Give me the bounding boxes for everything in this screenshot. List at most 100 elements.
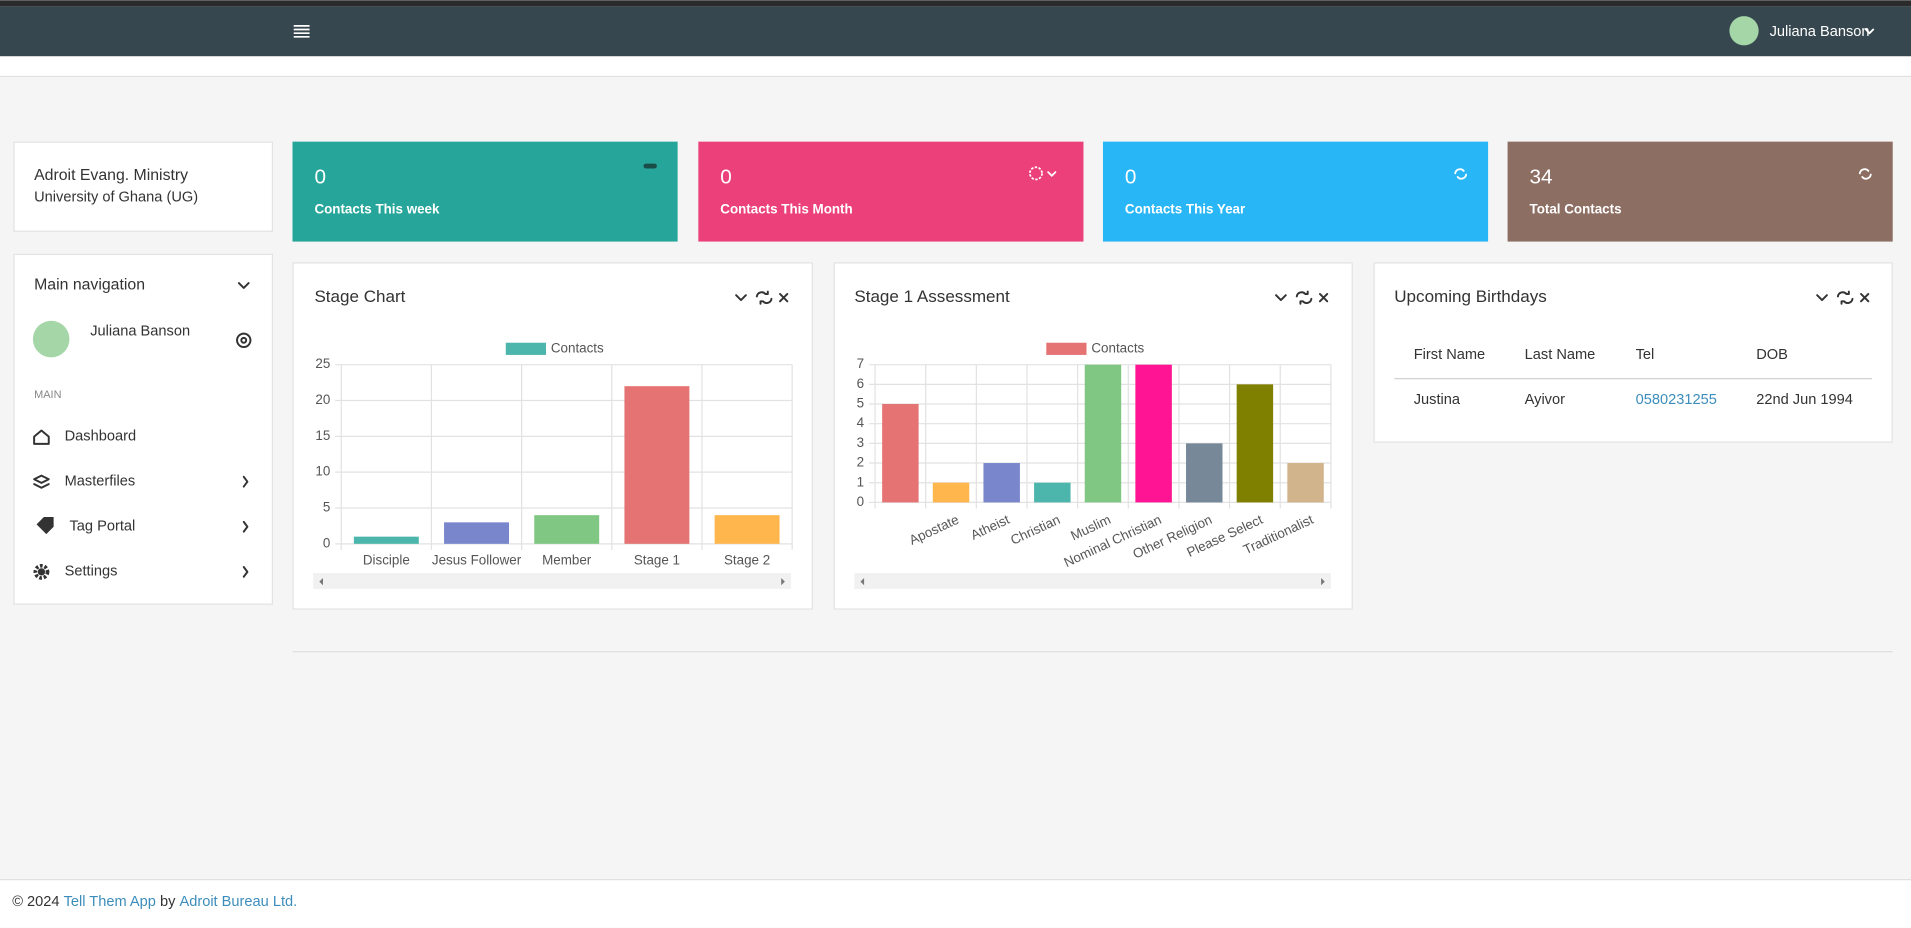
refresh-button[interactable] <box>1454 168 1468 180</box>
y-tick-label: 20 <box>315 392 330 407</box>
nav-item[interactable]: Settings <box>65 564 118 580</box>
stat-card <box>292 141 678 242</box>
settings-caret[interactable] <box>1047 171 1057 178</box>
y-tick-label: 6 <box>857 376 864 391</box>
nav-chevron[interactable] <box>242 520 249 533</box>
stat-label: Contacts This Year <box>1125 201 1246 216</box>
table-cell: Ayivor <box>1525 392 1565 408</box>
bar <box>353 536 419 544</box>
nav-avatar <box>32 320 70 358</box>
close-button[interactable] <box>1318 293 1329 303</box>
x-tick-label: Stage 1 <box>634 552 680 567</box>
user-caret[interactable] <box>1864 28 1875 35</box>
close-button[interactable] <box>1860 293 1870 303</box>
scroll-right[interactable] <box>1321 577 1325 586</box>
legend-swatch <box>505 342 546 355</box>
refresh-button[interactable] <box>755 290 773 305</box>
nav-settings-icon[interactable] <box>236 332 252 348</box>
company-link[interactable]: Adroit Bureau Ltd. <box>179 894 297 910</box>
collapse-button[interactable] <box>1275 294 1287 302</box>
refresh-button[interactable] <box>1858 168 1872 180</box>
user-name[interactable]: Juliana Banson <box>1770 24 1870 40</box>
panel-title: Upcoming Birthdays <box>1394 287 1547 306</box>
scroll-left[interactable] <box>319 577 323 586</box>
sub-header <box>0 56 1911 78</box>
legend-label: Contacts <box>1091 340 1144 355</box>
y-tick-label: 1 <box>857 474 864 489</box>
bar <box>882 404 919 503</box>
close-button[interactable] <box>779 293 789 303</box>
y-tick-label: 10 <box>315 464 330 479</box>
y-tick-label: 0 <box>857 494 864 509</box>
nav-item[interactable]: Tag Portal <box>69 519 135 535</box>
y-tick-label: 4 <box>857 415 865 430</box>
bar <box>714 515 780 544</box>
scrollbar[interactable] <box>854 573 1331 589</box>
footer-text: © 2024 Tell Them App by Adroit Bureau Lt… <box>12 894 297 910</box>
masterfiles-icon <box>33 474 50 489</box>
bar <box>624 386 690 544</box>
nav-chevron[interactable] <box>242 566 249 578</box>
org-name: Adroit Evang. Ministry <box>34 167 188 184</box>
bar <box>1236 384 1274 503</box>
table-cell: 22nd Jun 1994 <box>1756 392 1853 408</box>
x-tick-label: Member <box>542 552 592 567</box>
y-tick-label: 7 <box>857 356 864 371</box>
scrollbar[interactable] <box>313 573 791 589</box>
bar <box>1034 482 1071 503</box>
refresh-button[interactable] <box>1836 290 1854 305</box>
y-tick-label: 15 <box>315 428 330 443</box>
refresh-button[interactable] <box>1295 290 1313 305</box>
bar <box>444 522 509 544</box>
stat-value: 0 <box>1125 166 1137 189</box>
nav-user: Juliana Banson <box>90 324 190 340</box>
y-tick-label: 2 <box>857 455 864 470</box>
stat-card <box>1507 141 1893 242</box>
copyright: © 2024 <box>12 894 59 910</box>
nav-collapse[interactable] <box>237 282 250 289</box>
bar <box>534 515 600 544</box>
user-avatar[interactable] <box>1729 16 1759 46</box>
y-tick-label: 0 <box>323 535 330 550</box>
legend-swatch <box>1046 342 1087 355</box>
scroll-right[interactable] <box>781 577 785 586</box>
bar <box>1186 443 1223 503</box>
column-header: Last Name <box>1525 347 1596 363</box>
nav-item[interactable]: Dashboard <box>65 428 136 444</box>
top-strip <box>0 0 1911 7</box>
footer-by: by <box>160 894 176 910</box>
nav-title[interactable]: Main navigation <box>34 277 145 294</box>
footer <box>0 878 1911 928</box>
bar <box>932 482 970 503</box>
stat-value: 0 <box>314 166 326 189</box>
stat-card <box>1102 141 1489 242</box>
settings-icon <box>33 563 50 580</box>
menu-toggle[interactable] <box>293 25 310 38</box>
nav-chevron[interactable] <box>242 475 249 488</box>
navbar <box>0 6 1911 57</box>
scroll-left[interactable] <box>860 577 865 586</box>
org-card <box>13 141 273 232</box>
collapse-button[interactable] <box>735 294 747 302</box>
y-tick-label: 5 <box>323 500 330 515</box>
stat-label: Contacts This week <box>314 201 440 216</box>
app-link[interactable]: Tell Them App <box>64 894 156 910</box>
nav-item[interactable]: Masterfiles <box>65 474 136 490</box>
nav-card <box>13 253 273 605</box>
legend-label: Contacts <box>551 340 604 355</box>
settings-button[interactable] <box>1028 166 1043 181</box>
column-header: First Name <box>1414 347 1485 363</box>
collapse-button[interactable] <box>1816 294 1828 302</box>
org-unit: University of Ghana (UG) <box>34 190 198 206</box>
bar <box>1287 463 1324 503</box>
dashboard-icon <box>33 429 50 445</box>
x-tick-label: Jesus Follower <box>432 552 522 567</box>
panel-title: Stage 1 Assessment <box>854 287 1010 306</box>
y-tick-label: 3 <box>857 435 864 450</box>
table-cell: Justina <box>1414 392 1461 408</box>
stat-value: 0 <box>720 166 732 189</box>
minimize-button[interactable] <box>643 163 657 169</box>
tel-link[interactable]: 0580231255 <box>1636 392 1717 408</box>
